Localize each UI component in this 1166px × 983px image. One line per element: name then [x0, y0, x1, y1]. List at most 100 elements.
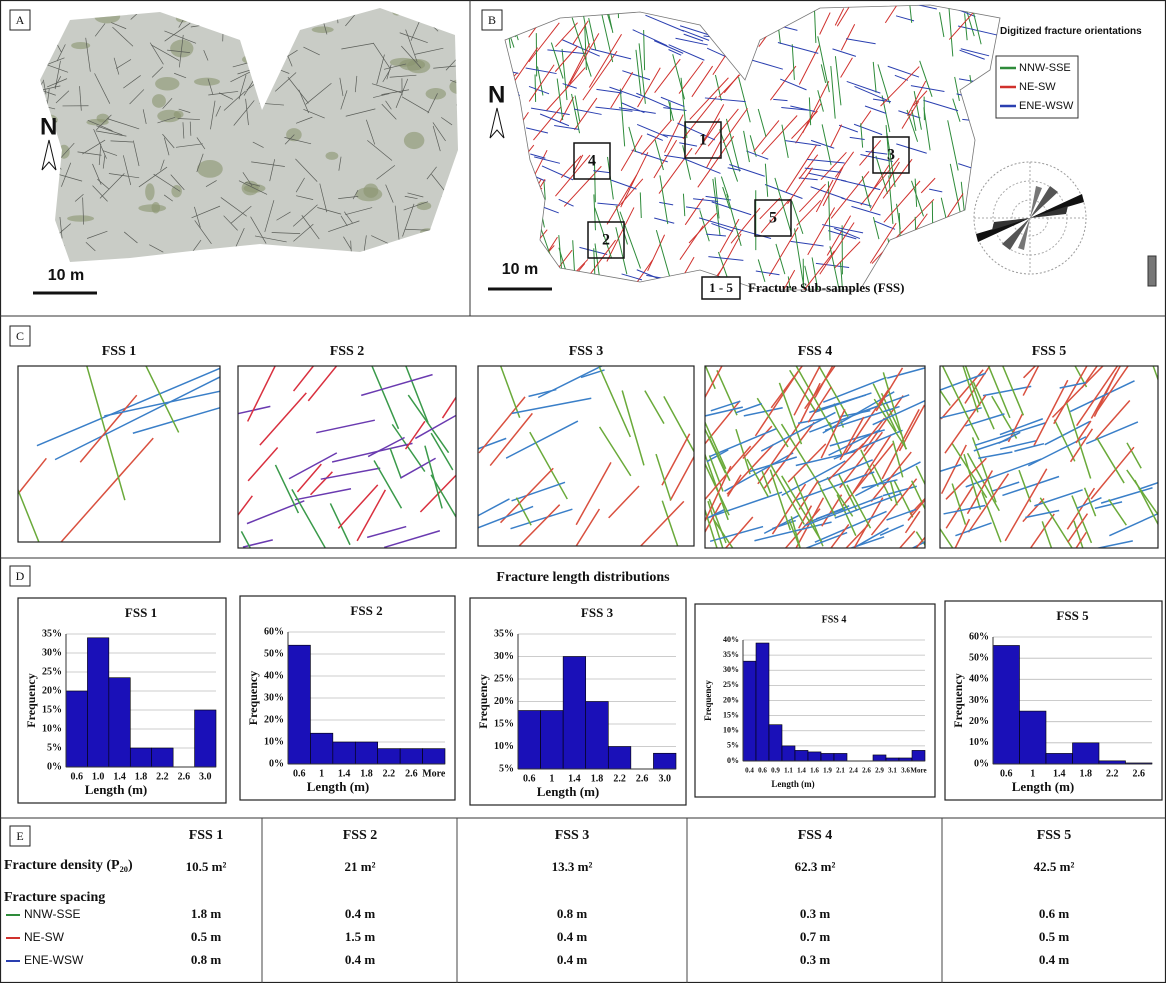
- bar: [911, 750, 926, 762]
- fracture-trace: [729, 164, 765, 177]
- bar: [1072, 742, 1100, 765]
- fracture-trace: [145, 366, 180, 433]
- row-label: NE-SW: [24, 930, 65, 944]
- crack: [352, 189, 359, 200]
- crack: [233, 19, 244, 36]
- crack: [303, 46, 320, 56]
- fracture-trace: [820, 151, 847, 180]
- fracture-trace: [1022, 498, 1045, 523]
- fracture-trace: [749, 135, 757, 157]
- fracture-trace: [367, 436, 405, 458]
- vegetation-patch: [439, 244, 458, 251]
- fracture-trace: [561, 48, 568, 101]
- panel-label-box: [9, 325, 31, 347]
- crack: [274, 72, 297, 92]
- fracture-trace: [957, 231, 975, 267]
- fracture-trace: [638, 43, 646, 104]
- fracture-trace: [658, 147, 693, 194]
- fracture-trace: [539, 113, 570, 127]
- fracture-trace: [860, 449, 879, 487]
- bar: [87, 637, 110, 768]
- spacing-value: 1.8 m: [191, 906, 222, 921]
- y-axis-label: Frequency: [703, 680, 713, 721]
- fracture-trace: [705, 502, 722, 534]
- fracture-trace: [746, 458, 769, 497]
- crack: [45, 63, 69, 73]
- fracture-trace: [637, 67, 661, 108]
- crack: [196, 137, 206, 150]
- fracture-trace: [991, 395, 1018, 439]
- fracture-trace: [869, 222, 897, 264]
- fracture-trace: [839, 261, 844, 290]
- panel-label: E: [16, 829, 23, 843]
- vegetation-patch: [145, 183, 155, 201]
- chart-title: FSS 3: [581, 605, 614, 620]
- fracture-trace: [291, 489, 327, 548]
- histogram: FSS 1 0% 5% 10% 15% 20% 25% 30% 35% 0.6 1.0 1.4 1.8 2…: [17, 597, 227, 804]
- fracture-trace: [705, 420, 727, 470]
- x-tick-label: 1.4: [113, 771, 126, 782]
- y-tick-label: 35%: [42, 628, 62, 639]
- subsample-traces: [18, 366, 220, 542]
- fracture-trace: [804, 167, 841, 173]
- subsample-traces: [478, 366, 694, 546]
- fracture-trace: [307, 366, 338, 402]
- fracture-trace: [678, 61, 704, 94]
- crack: [277, 254, 307, 262]
- crack: [194, 206, 201, 228]
- fracture-trace: [834, 492, 902, 519]
- fracture-trace: [939, 12, 945, 38]
- y-tick-label: 40%: [264, 670, 284, 681]
- fracture-trace: [505, 156, 513, 165]
- fracture-trace: [478, 437, 507, 450]
- fracture-trace: [948, 5, 954, 57]
- x-tick-label: 2.6: [862, 767, 871, 775]
- x-tick-label: 1: [319, 768, 324, 779]
- panel-label-box: [9, 9, 31, 31]
- bar: [517, 710, 541, 770]
- fracture-trace: [788, 520, 801, 548]
- fracture-trace: [632, 29, 668, 47]
- crack: [319, 183, 328, 213]
- bar: [1045, 753, 1073, 765]
- x-tick-label: 1.8: [591, 773, 604, 784]
- fracture-trace: [934, 260, 959, 265]
- fracture-trace: [963, 453, 982, 510]
- spacing-value: 0.4 m: [557, 929, 588, 944]
- crack: [107, 118, 140, 130]
- fracture-trace: [900, 198, 935, 234]
- vegetation-patch: [173, 110, 184, 119]
- fracture-trace: [872, 61, 877, 93]
- fracture-trace: [704, 97, 746, 103]
- fracture-trace: [910, 5, 937, 10]
- fracture-trace: [709, 525, 764, 543]
- vegetation-patch: [416, 201, 432, 211]
- y-tick-label: 0%: [269, 758, 284, 769]
- fracture-trace: [430, 432, 454, 471]
- x-axis-label: Length (m): [1012, 779, 1074, 794]
- x-tick-label: 2.2: [613, 773, 626, 784]
- fracture-trace: [391, 423, 426, 472]
- fracture-trace: [669, 455, 694, 501]
- fracture-trace: [518, 504, 561, 546]
- fracture-trace: [810, 139, 835, 149]
- crack: [42, 8, 49, 15]
- fracture-trace: [1039, 497, 1073, 548]
- fracture-trace: [514, 178, 546, 230]
- fracture-trace: [1014, 442, 1045, 452]
- fracture-trace: [18, 457, 47, 496]
- fracture-trace: [804, 495, 883, 527]
- crack: [367, 140, 393, 161]
- bar: [108, 677, 131, 768]
- crack: [27, 146, 39, 172]
- fracture-trace: [711, 201, 752, 216]
- fracture-trace: [896, 143, 927, 154]
- fracture-trace: [1096, 366, 1129, 412]
- vegetation-patch: [94, 9, 121, 24]
- fracture-trace: [259, 392, 307, 446]
- fracture-trace: [796, 471, 875, 501]
- fracture-trace: [735, 428, 751, 475]
- crack: [449, 79, 458, 87]
- crack: [196, 153, 204, 173]
